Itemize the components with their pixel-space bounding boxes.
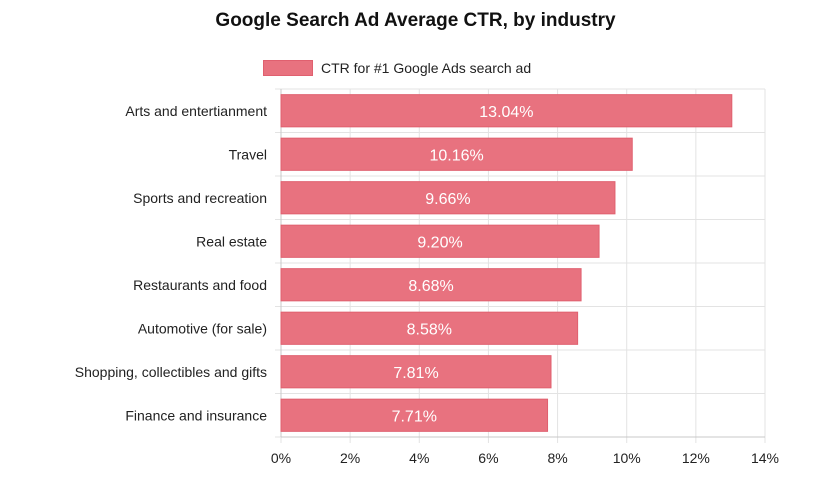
x-tick-label: 10% <box>613 450 641 466</box>
category-label: Finance and insurance <box>125 407 267 423</box>
bar-value-label: 7.81% <box>393 365 438 382</box>
x-tick-label: 6% <box>478 450 498 466</box>
x-tick-label: 2% <box>340 450 360 466</box>
legend-label: CTR for #1 Google Ads search ad <box>321 60 532 76</box>
x-tick-label: 8% <box>547 450 567 466</box>
bar <box>280 268 582 302</box>
category-label: Travel <box>229 146 267 162</box>
x-tick-label: 14% <box>751 450 779 466</box>
bar <box>280 311 579 345</box>
bar <box>280 137 633 171</box>
x-tick-label: 4% <box>409 450 429 466</box>
bar-value-label: 7.71% <box>392 408 437 425</box>
legend: CTR for #1 Google Ads search ad <box>263 59 531 77</box>
chart-title: Google Search Ad Average CTR, by industr… <box>215 10 616 31</box>
legend-swatch <box>263 60 313 76</box>
category-label: Automotive (for sale) <box>138 320 267 336</box>
bar <box>280 224 600 258</box>
bar <box>280 398 549 432</box>
bar-value-label: 9.66% <box>425 191 470 208</box>
category-label: Real estate <box>196 233 267 249</box>
bar-value-label: 9.20% <box>417 234 462 251</box>
category-label: Restaurants and food <box>133 277 267 293</box>
x-tick-label: 12% <box>682 450 710 466</box>
bar-value-label: 8.58% <box>407 321 452 338</box>
bar <box>280 355 552 389</box>
category-label: Sports and recreation <box>133 190 267 206</box>
category-label: Arts and entertianment <box>125 103 267 119</box>
bar <box>280 181 616 215</box>
x-tick-label: 0% <box>271 450 291 466</box>
bar <box>280 94 733 128</box>
bar-value-label: 13.04% <box>479 104 533 121</box>
bar-value-label: 8.68% <box>408 278 453 295</box>
bar-value-label: 10.16% <box>429 147 483 164</box>
category-label: Shopping, collectibles and gifts <box>75 364 267 380</box>
